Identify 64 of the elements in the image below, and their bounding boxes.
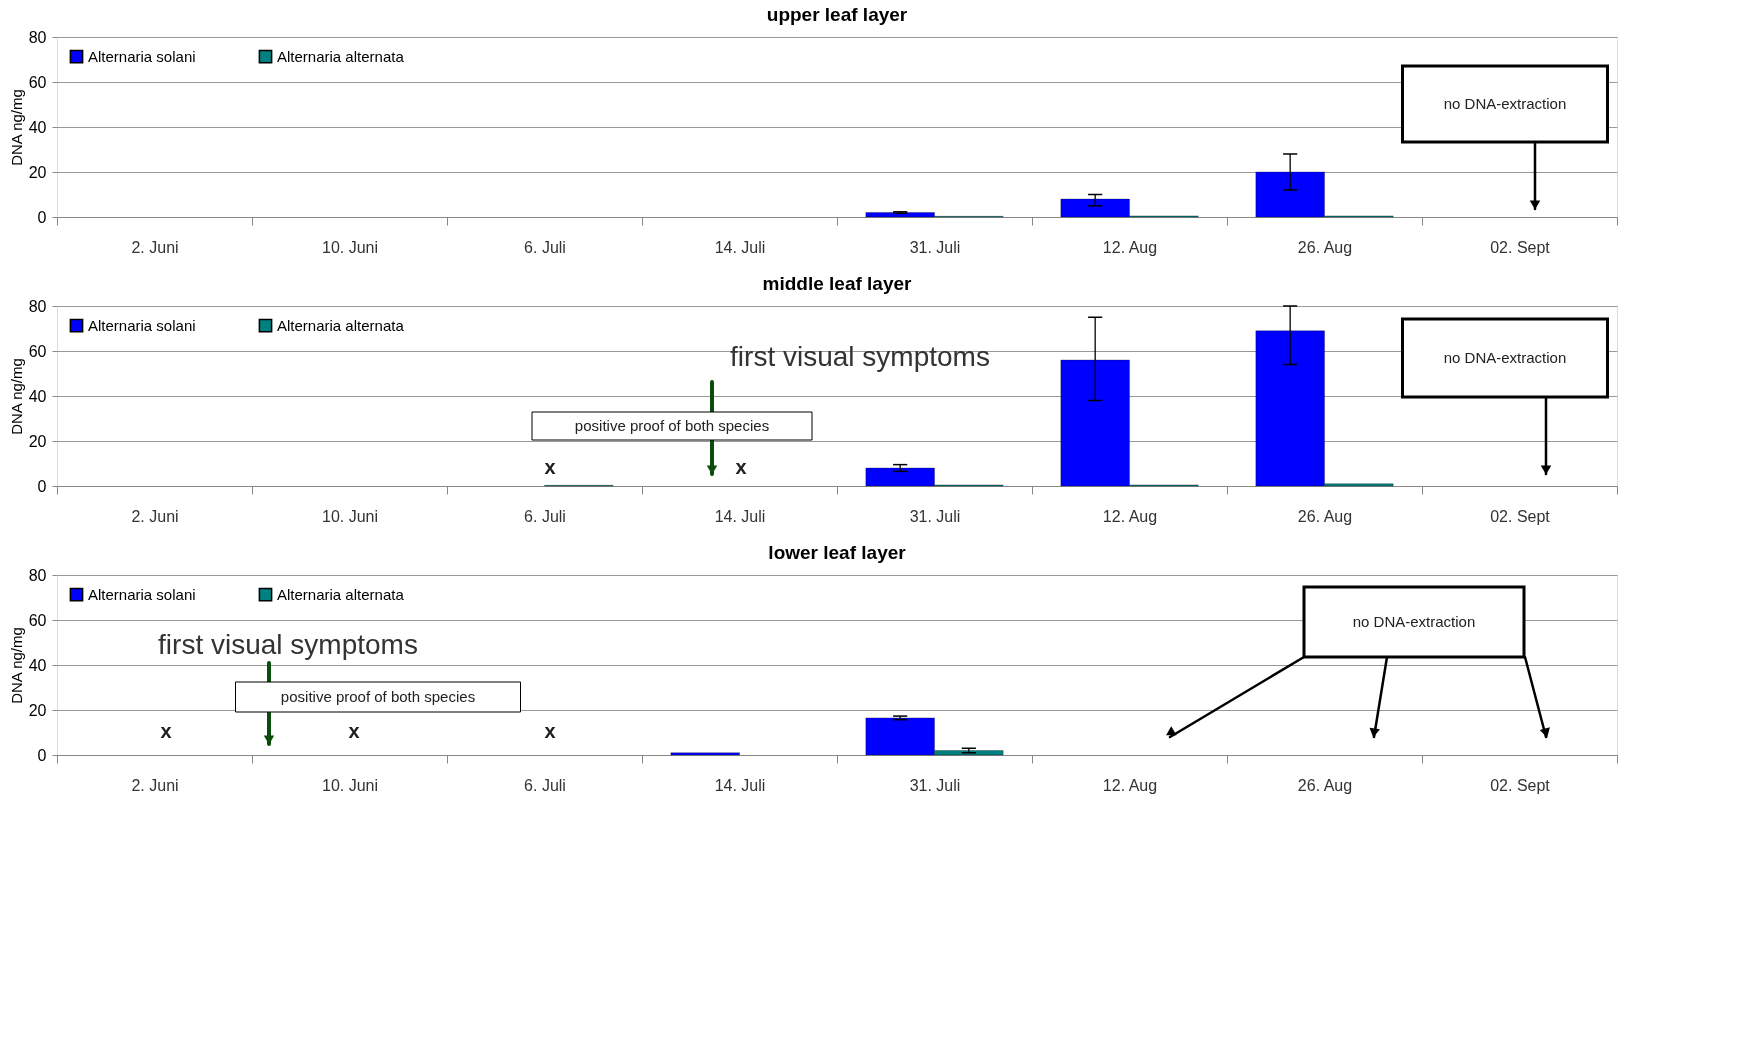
x-tick-label: 31. Juli	[909, 507, 961, 525]
y-tick-label: 40	[28, 656, 47, 674]
x-tick-label: 14. Juli	[714, 507, 766, 525]
x-tick-label: 2. Juni	[131, 776, 179, 794]
x-tick-label: 2. Juni	[131, 507, 179, 525]
y-tick-label: 80	[28, 566, 47, 584]
y-tick-label: 40	[28, 387, 47, 405]
chart-title: upper leaf layer	[766, 4, 908, 25]
annotation: x	[160, 720, 172, 742]
x-tick-label: 02. Sept	[1490, 507, 1551, 525]
y-tick-label: 0	[37, 208, 47, 226]
y-tick-label: 80	[28, 28, 47, 46]
x-tick-label: 14. Juli	[714, 776, 766, 794]
x-tick-label: 6. Juli	[524, 507, 566, 525]
annotation: x	[544, 456, 556, 478]
x-tick-label: 6. Juli	[524, 776, 566, 794]
x-tick-label: 12. Aug	[1102, 776, 1158, 794]
chart-title: middle leaf layer	[762, 273, 913, 294]
annotation: first visual symptoms	[158, 629, 418, 660]
y-tick-label: 60	[28, 73, 47, 91]
x-tick-label: 12. Aug	[1102, 507, 1158, 525]
x-tick-label: 02. Sept	[1490, 238, 1551, 256]
legend-label: Alternaria solani	[88, 585, 196, 603]
x-tick-label: 10. Juni	[321, 776, 379, 794]
x-tick-label: 2. Juni	[131, 238, 179, 256]
annotation: positive proof of both species	[574, 417, 770, 434]
x-tick-label: 26. Aug	[1297, 238, 1353, 256]
legend-label: Alternaria alternata	[277, 585, 405, 603]
y-tick-label: 20	[28, 432, 47, 450]
annotation: x	[348, 720, 360, 742]
legend-label: Alternaria solani	[88, 316, 196, 334]
y-tick-label: 0	[37, 477, 47, 495]
x-tick-label: 26. Aug	[1297, 507, 1353, 525]
x-tick-label: 26. Aug	[1297, 776, 1353, 794]
y-tick-label: 0	[37, 746, 47, 764]
annotation: positive proof of both species	[280, 688, 476, 705]
chart-title: lower leaf layer	[768, 542, 907, 563]
y-axis-title: DNA ng/mg	[7, 358, 25, 435]
y-axis-title: DNA ng/mg	[7, 89, 25, 166]
legend-label: Alternaria alternata	[277, 316, 405, 334]
annotation: no DNA-extraction	[1443, 95, 1567, 112]
x-tick-label: 10. Juni	[321, 507, 379, 525]
bar	[670, 752, 740, 756]
x-tick-label: 02. Sept	[1490, 776, 1551, 794]
x-tick-label: 31. Juli	[909, 238, 961, 256]
x-tick-label: 14. Juli	[714, 238, 766, 256]
annotation: x	[735, 456, 747, 478]
annotation: x	[544, 720, 556, 742]
annotation: first visual symptoms	[730, 341, 990, 372]
x-tick-label: 10. Juni	[321, 238, 379, 256]
x-tick-label: 31. Juli	[909, 776, 961, 794]
y-axis-title: DNA ng/mg	[7, 627, 25, 704]
y-tick-label: 60	[28, 342, 47, 360]
y-tick-label: 80	[28, 297, 47, 315]
annotation: no DNA-extraction	[1443, 349, 1567, 366]
legend-label: Alternaria solani	[88, 47, 196, 65]
y-tick-label: 20	[28, 163, 47, 181]
annotation: no DNA-extraction	[1352, 613, 1476, 630]
y-tick-label: 40	[28, 118, 47, 136]
y-tick-label: 20	[28, 701, 47, 719]
y-tick-label: 60	[28, 611, 47, 629]
legend-label: Alternaria alternata	[277, 47, 405, 65]
x-tick-label: 6. Juli	[524, 238, 566, 256]
x-tick-label: 12. Aug	[1102, 238, 1158, 256]
